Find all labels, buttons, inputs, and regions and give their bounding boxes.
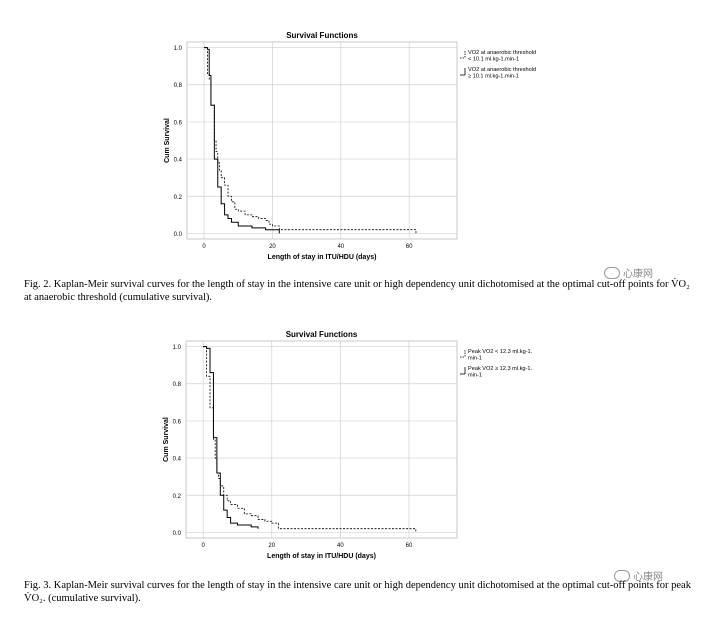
y-tick-label: 0.4 [174,158,183,164]
watermark: 心康网 [602,265,655,280]
figure-2: Survival Functions 0.0 0.2 0.4 0.6 0.8 1.0 0 20 4… [0,0,717,310]
plot-frame [185,340,458,539]
y-tick-label: 0.8 [173,382,182,388]
x-tick-label: 40 [337,244,344,250]
y-tick-label: 0.4 [173,457,182,463]
km-chart-peak-vo2: Survival Functions 0.0 0.2 0.4 0.6 0.8 1.0 0 20 4… [163,330,533,560]
legend-entry-text: VO2 at anaerobic threshold [468,50,536,56]
x-tick-label: 0 [201,543,205,549]
figure-3: Survival Functions 0.0 0.2 0.4 0.6 0.8 1.0 0 20 4… [0,318,717,621]
legend-entry-text: < 10.1 ml.kg-1.min-1 [468,57,519,63]
legend-entry-text: min-1 [468,373,482,379]
y-axis-label: Cum Survival [164,118,171,163]
watermark: 心康网 [612,568,665,583]
x-tick-label: 60 [406,244,413,250]
y-tick-label: 0.6 [173,419,182,425]
y-tick-label: 0.2 [174,195,183,201]
y-tick-label: 0.0 [174,232,183,238]
x-tick-label: 0 [202,244,206,250]
survival-curve-series-1 [204,47,417,234]
legend-entry-text: min-1 [468,356,482,362]
x-axis-label: Length of stay in ITU/HDU (days) [268,254,377,261]
watermark-text: 心康网 [623,269,653,280]
legend-entry-text: Peak VO2 ≥ 12.3 ml.kg-1. [468,366,532,372]
legend-entry-text: VO2 at anaerobic threshold [468,67,536,73]
survival-curve-series-1 [203,346,417,533]
x-axis-label: Length of stay in ITU/HDU (days) [267,553,376,560]
x-tick-label: 20 [269,244,276,250]
x-tick-label: 60 [406,543,413,549]
y-tick-label: 0.0 [173,531,182,537]
y-tick-label: 0.2 [173,494,182,500]
y-axis-label: Cum Survival [163,417,170,462]
watermark-logo-icon [604,266,620,279]
chart-title: Survival Functions [286,330,358,339]
y-tick-label: 0.8 [174,83,183,89]
survival-curve-series-2 [203,346,259,529]
x-tick-label: 20 [268,543,275,549]
watermark-text: 心康网 [633,572,663,583]
watermark-logo-icon [614,569,630,582]
legend-entry-text: ≥ 10.1 ml.kg-1.min-1 [468,74,519,80]
figure-caption: Fig. 3. Kaplan-Meir survival curves for … [24,580,691,604]
survival-curve-series-2 [204,47,280,234]
x-tick-label: 40 [337,543,344,549]
y-tick-label: 1.0 [174,46,183,52]
figure-caption: Fig. 2. Kaplan-Meir survival curves for … [24,279,690,303]
chart-title: Survival Functions [286,31,358,40]
legend-entry-text: Peak VO2 < 12.3 ml.kg-1. [468,349,533,355]
km-chart-vo2-at: Survival Functions 0.0 0.2 0.4 0.6 0.8 1.0 0 20 4… [164,31,536,261]
y-tick-label: 0.6 [174,120,183,126]
plot-frame [186,41,458,240]
y-tick-label: 1.0 [173,345,182,351]
